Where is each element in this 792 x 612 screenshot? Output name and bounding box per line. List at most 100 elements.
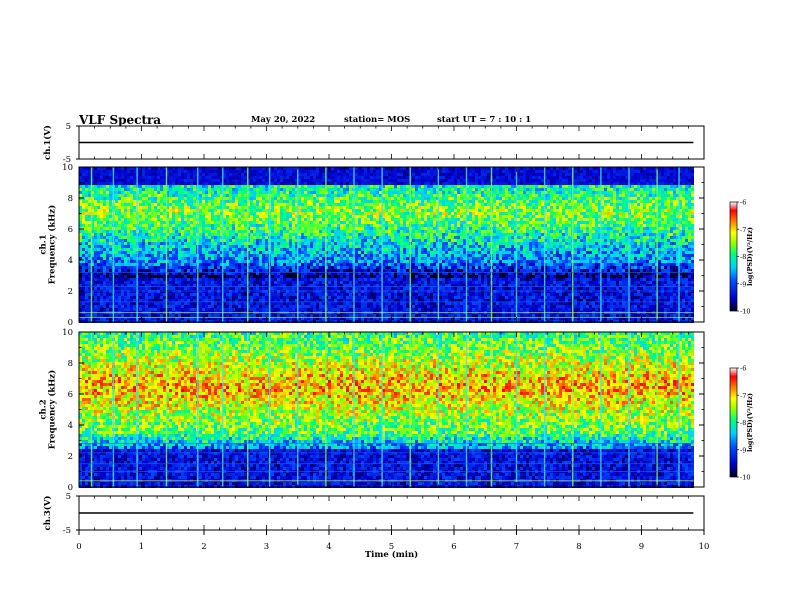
spectrogram-cell — [238, 260, 241, 263]
spectrogram-cell — [178, 254, 181, 257]
spectrogram-cell — [109, 239, 112, 242]
spectrogram-cell — [250, 305, 253, 308]
spectrogram-cell — [349, 167, 352, 170]
spectrogram-cell — [316, 191, 319, 194]
spectrogram-cell — [115, 227, 118, 230]
spectrogram-cell — [256, 254, 259, 257]
spectrogram-cell — [169, 257, 172, 260]
spectrogram-cell — [109, 194, 112, 197]
spectrogram-cell — [292, 299, 295, 302]
spectrogram-cell — [97, 233, 100, 236]
spectrogram-cell — [250, 245, 253, 248]
spectrogram-cell — [181, 296, 184, 299]
spectrogram-cell — [115, 245, 118, 248]
spectrogram-cell — [295, 281, 298, 284]
spectrogram-cell — [223, 200, 226, 203]
spectrogram-cell — [151, 269, 154, 272]
spectrogram-cell — [307, 275, 310, 278]
spectrogram-cell — [340, 212, 343, 215]
spectrogram-cell — [121, 263, 124, 266]
spectrogram-cell — [277, 206, 280, 209]
spectrogram-cell — [106, 260, 109, 263]
spectrogram-cell — [148, 284, 151, 287]
spectrogram-cell — [283, 233, 286, 236]
spectrogram-cell — [238, 302, 241, 305]
spectrogram-cell — [214, 230, 217, 233]
spectrogram-cell — [178, 185, 181, 188]
spectrogram-cell — [157, 275, 160, 278]
spectrogram-cell — [334, 260, 337, 263]
spectrogram-cell — [133, 242, 136, 245]
spectrogram-cell — [82, 302, 85, 305]
spectrogram-cell — [106, 200, 109, 203]
spectrogram-cell — [205, 191, 208, 194]
spectrogram-cell — [244, 245, 247, 248]
spectrogram-cell — [100, 203, 103, 206]
spectrogram-cell — [88, 254, 91, 257]
spectrogram-cell — [133, 221, 136, 224]
spectrogram-cell — [331, 227, 334, 230]
spectrogram-cell — [283, 263, 286, 266]
spectrogram-cell — [262, 281, 265, 284]
spectrogram-cell — [364, 317, 367, 320]
spectrogram-cell — [106, 251, 109, 254]
spectrogram-cell — [97, 245, 100, 248]
spectrogram-cell — [202, 209, 205, 212]
spectrogram-cell — [151, 224, 154, 227]
spectrogram-cell — [208, 296, 211, 299]
spectrogram-cell — [238, 197, 241, 200]
spectrogram-cell — [286, 206, 289, 209]
spectrogram-cell — [115, 191, 118, 194]
spectrogram-cell — [199, 179, 202, 182]
spectrogram-cell — [130, 197, 133, 200]
spectrogram-cell — [235, 224, 238, 227]
spectrogram-cell — [109, 299, 112, 302]
spectrogram-cell — [232, 215, 235, 218]
spectrogram-cell — [256, 242, 259, 245]
spectrogram-cell — [157, 314, 160, 317]
spectrogram-cell — [265, 206, 268, 209]
spectrogram-cell — [163, 176, 166, 179]
spectrogram-cell — [253, 302, 256, 305]
spectrogram-cell — [244, 272, 247, 275]
spectrogram-cell — [214, 293, 217, 296]
spectrogram-cell — [346, 302, 349, 305]
spectrogram-cell — [340, 215, 343, 218]
spectrogram-cell — [319, 185, 322, 188]
spectrogram-cell — [79, 317, 82, 320]
spectrogram-cell — [286, 170, 289, 173]
spectrogram-cell — [106, 197, 109, 200]
spectrogram-cell — [145, 197, 148, 200]
spectrogram-cell — [241, 260, 244, 263]
spectrogram-cell — [190, 305, 193, 308]
spectrogram-cell — [103, 260, 106, 263]
spectrogram-cell — [103, 170, 106, 173]
spectrogram-cell — [328, 317, 331, 320]
spectrogram-cell — [193, 227, 196, 230]
spectrogram-cell — [166, 305, 169, 308]
spectrogram-cell — [307, 257, 310, 260]
spectrogram-cell — [286, 236, 289, 239]
spectrogram-cell — [364, 239, 367, 242]
spectrogram-cell — [91, 206, 94, 209]
spectrogram-cell — [130, 299, 133, 302]
spectrogram-cell — [166, 308, 169, 311]
spectrogram-cell — [262, 170, 265, 173]
spectrogram-cell — [238, 203, 241, 206]
spectrogram-cell — [256, 200, 259, 203]
spectrogram-cell — [238, 209, 241, 212]
spectrogram-cell — [262, 182, 265, 185]
spectrogram-cell — [157, 188, 160, 191]
spectrogram-cell — [142, 251, 145, 254]
spectrogram-cell — [109, 188, 112, 191]
spectrogram-cell — [247, 278, 250, 281]
spectrogram-cell — [202, 218, 205, 221]
spectrogram-cell — [244, 176, 247, 179]
spectrogram-cell — [109, 317, 112, 320]
spectrogram-cell — [208, 170, 211, 173]
spectrogram-cell — [304, 209, 307, 212]
spectrogram-cell — [241, 308, 244, 311]
spectrogram-cell — [262, 263, 265, 266]
spectrogram-cell — [241, 215, 244, 218]
spectrogram-cell — [247, 269, 250, 272]
